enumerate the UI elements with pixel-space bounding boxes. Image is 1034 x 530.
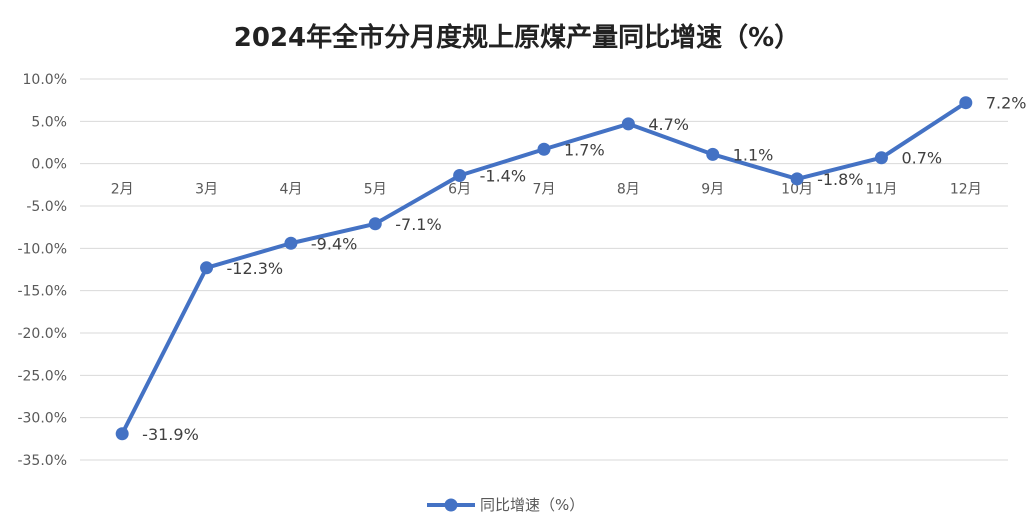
legend[interactable]: 同比增速（%） — [427, 496, 584, 514]
data-point[interactable] — [790, 172, 804, 186]
legend-label: 同比增速（%） — [480, 496, 584, 514]
data-labels: -31.9% -12.3% -9.4% -7.1% -1.4% 1.7% 4.7% 1.1% -… — [142, 94, 1026, 444]
y-tick-label: -25.0% — [17, 368, 67, 384]
data-label: 1.7% — [564, 140, 605, 159]
y-tick-label: -5.0% — [26, 199, 67, 215]
x-tick-label: 5月 — [364, 182, 387, 198]
data-label: -1.4% — [480, 167, 526, 186]
y-tick-label: 0.0% — [31, 157, 67, 173]
data-point[interactable] — [115, 427, 129, 441]
data-point[interactable] — [706, 147, 720, 161]
data-point[interactable] — [453, 169, 467, 183]
chart-title: 2024年全市分月度规上原煤产量同比增速（%） — [234, 22, 800, 53]
data-point[interactable] — [621, 117, 635, 131]
x-tick-label: 9月 — [701, 182, 724, 198]
grid-lines — [80, 78, 1008, 461]
legend-dot-marker — [444, 498, 458, 512]
data-point[interactable] — [368, 217, 382, 231]
data-label: 0.7% — [901, 149, 942, 168]
y-tick-label: -35.0% — [17, 453, 67, 469]
series-layer — [115, 96, 973, 441]
y-tick-label: -15.0% — [17, 284, 67, 300]
x-tick-label: 2月 — [111, 182, 134, 198]
data-point[interactable] — [200, 261, 214, 275]
x-tick-label: 12月 — [950, 182, 982, 198]
y-axis-ticks: 10.0% 5.0% 0.0% -5.0% -10.0% -15.0% -20.0% -25.… — [17, 72, 67, 469]
data-label: -7.1% — [395, 215, 441, 234]
x-tick-label: 8月 — [617, 182, 640, 198]
data-label: 4.7% — [648, 115, 689, 134]
x-tick-label: 4月 — [279, 182, 302, 198]
data-point[interactable] — [537, 142, 551, 156]
data-point[interactable] — [284, 236, 298, 250]
x-tick-label: 6月 — [448, 182, 471, 198]
data-point[interactable] — [874, 151, 888, 165]
x-tick-label: 7月 — [533, 182, 556, 198]
y-tick-label: -20.0% — [17, 326, 67, 342]
y-tick-label: 5.0% — [31, 114, 67, 130]
data-label: -1.8% — [817, 170, 863, 189]
x-axis-ticks: 2月 3月 4月 5月 6月 7月 8月 9月 10月 11月 12月 — [111, 182, 982, 198]
data-label: -31.9% — [142, 425, 199, 444]
x-tick-label: 3月 — [195, 182, 218, 198]
data-label: -9.4% — [311, 234, 357, 253]
y-tick-label: 10.0% — [23, 72, 67, 88]
x-tick-label: 11月 — [866, 182, 898, 198]
data-label: -12.3% — [227, 259, 284, 278]
data-label: 1.1% — [733, 145, 774, 164]
data-label: 7.2% — [986, 94, 1027, 113]
x-tick-label: 10月 — [781, 182, 813, 198]
y-tick-label: -30.0% — [17, 411, 67, 427]
y-tick-label: -10.0% — [17, 241, 67, 257]
data-point[interactable] — [959, 96, 973, 110]
